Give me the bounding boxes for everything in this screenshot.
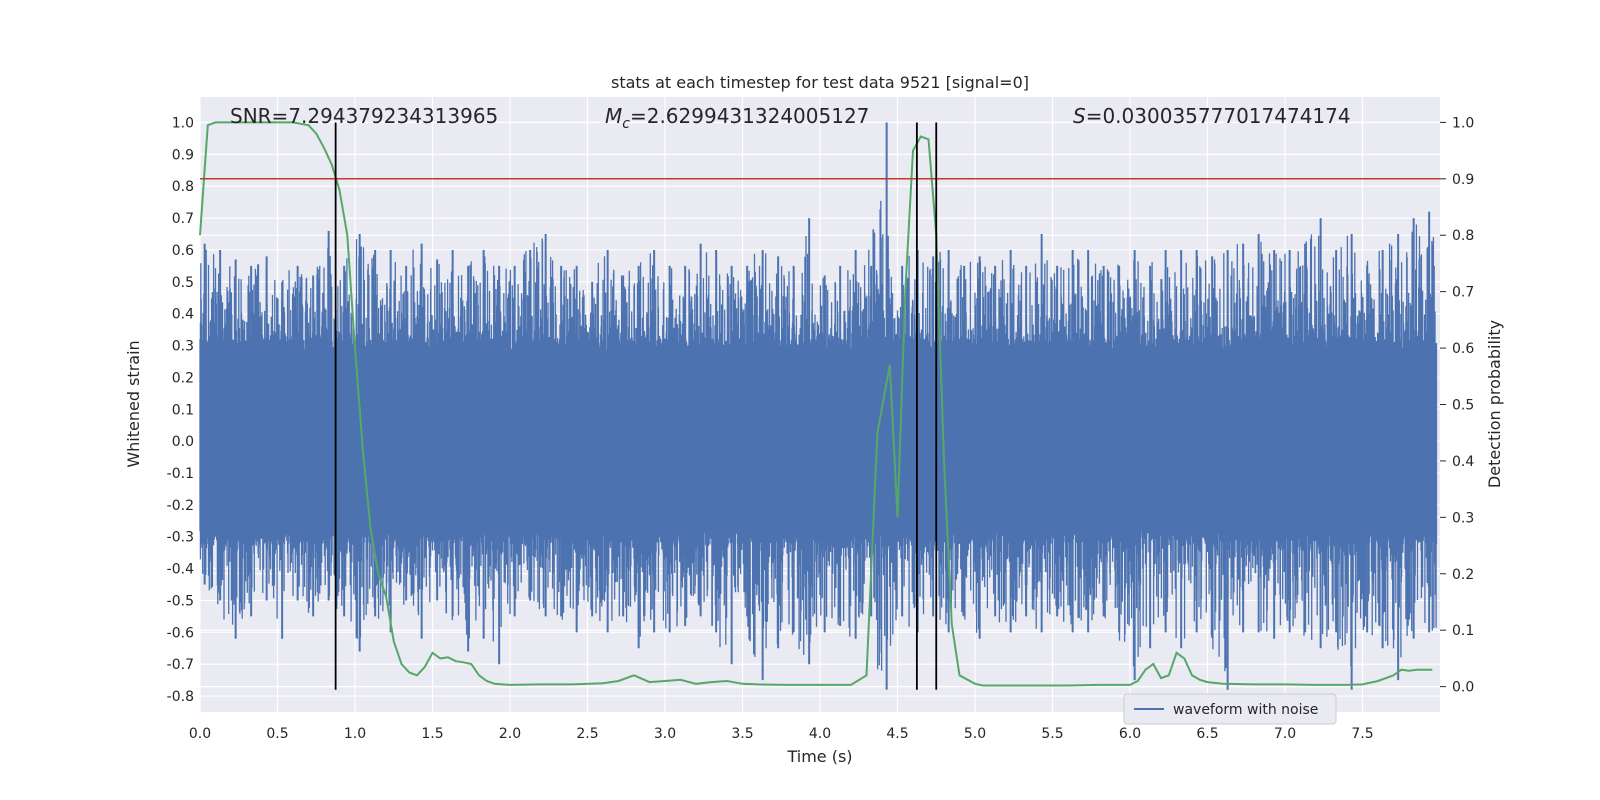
s-value: =0.030035777017474174	[1086, 104, 1351, 128]
y-tick-label: -0.4	[167, 562, 194, 578]
y-tick-label: 1.0	[172, 115, 194, 131]
x-tick-label: 5.0	[964, 726, 986, 742]
y-right-tick-label: 0.9	[1452, 172, 1474, 188]
legend: waveform with noise	[1123, 693, 1337, 725]
x-tick-label: 3.5	[731, 726, 753, 742]
y-tick-label: 0.7	[172, 211, 194, 227]
chirp-mass-symbol: M	[605, 104, 622, 128]
y-tick-label: 0.8	[172, 179, 194, 195]
x-tick-label: 0.5	[266, 726, 288, 742]
snr-annotation: SNR=7.294379234313965	[230, 104, 498, 128]
y-tick-label: 0.6	[172, 243, 194, 259]
x-tick-label: 0.0	[189, 726, 211, 742]
y-right-tick-label: 0.1	[1452, 623, 1474, 639]
x-tick-label: 6.0	[1119, 726, 1141, 742]
chirp-mass-value: =2.6299431324005127	[630, 104, 869, 128]
x-tick-label: 2.0	[499, 726, 521, 742]
series-detection-probability	[199, 121, 1433, 687]
y-right-tick-label: 0.3	[1452, 510, 1474, 526]
x-tick-label: 2.5	[576, 726, 598, 742]
ticks: 0.0 0.5 1.0 1.5 2.0 2.5 3.0 3.5 4.0 4.5 5.0 5.5 6.0 6…	[167, 115, 1475, 742]
x-tick-label: 4.0	[809, 726, 831, 742]
y-tick-label: 0.5	[172, 275, 194, 291]
x-tick-label: 5.5	[1041, 726, 1063, 742]
chirp-mass-annotation: Mc=2.6299431324005127	[605, 104, 869, 132]
y-right-tick-label: 0.5	[1452, 398, 1474, 414]
y-tick-label: -0.6	[167, 625, 194, 641]
chirp-mass-subscript: c	[622, 116, 630, 132]
y-tick-label: 0.1	[172, 402, 194, 418]
y-tick-label: 0.0	[172, 434, 194, 450]
x-tick-label: 4.5	[886, 726, 908, 742]
y-tick-label: -0.2	[167, 498, 194, 514]
x-tick-label: 6.5	[1196, 726, 1218, 742]
y-right-tick-label: 1.0	[1452, 115, 1474, 131]
y-tick-label: 0.2	[172, 370, 194, 386]
y-tick-label: 0.4	[172, 307, 194, 323]
x-tick-label: 1.0	[344, 726, 366, 742]
vertical-markers	[200, 122, 1440, 690]
strain-series	[199, 122, 1438, 690]
y-right-tick-label: 0.6	[1452, 341, 1474, 357]
x-tick-label: 7.5	[1351, 726, 1373, 742]
chart-title: stats at each timestep for test data 952…	[611, 73, 1029, 92]
y-right-tick-label: 0.2	[1452, 567, 1474, 583]
legend-box	[1123, 693, 1337, 725]
y-tick-label: 0.9	[172, 147, 194, 163]
y-tick-label: 0.3	[172, 339, 194, 355]
x-axis-label: Time (s)	[786, 747, 852, 766]
y-tick-label: -0.1	[167, 466, 194, 482]
y-right-tick-label: 0.7	[1452, 285, 1474, 301]
s-annotation: S=0.030035777017474174	[1073, 104, 1351, 128]
y-right-tick-label: 0.0	[1452, 680, 1474, 696]
y-axis-right-label: Detection probability	[1485, 320, 1504, 488]
x-tick-label: 1.5	[421, 726, 443, 742]
x-tick-label: 7.0	[1274, 726, 1296, 742]
y-tick-label: -0.8	[167, 689, 194, 705]
y-tick-label: -0.5	[167, 593, 194, 609]
y-right-tick-label: 0.4	[1452, 454, 1474, 470]
legend-entry-strain: waveform with noise	[1173, 702, 1318, 718]
y-axis-label: Whitened strain	[124, 340, 143, 467]
y-tick-label: -0.3	[167, 530, 194, 546]
probability-series	[199, 121, 1433, 687]
s-symbol: S	[1073, 104, 1086, 128]
x-tick-label: 3.0	[654, 726, 676, 742]
y-right-tick-label: 0.8	[1452, 228, 1474, 244]
y-tick-label: -0.7	[167, 657, 194, 673]
